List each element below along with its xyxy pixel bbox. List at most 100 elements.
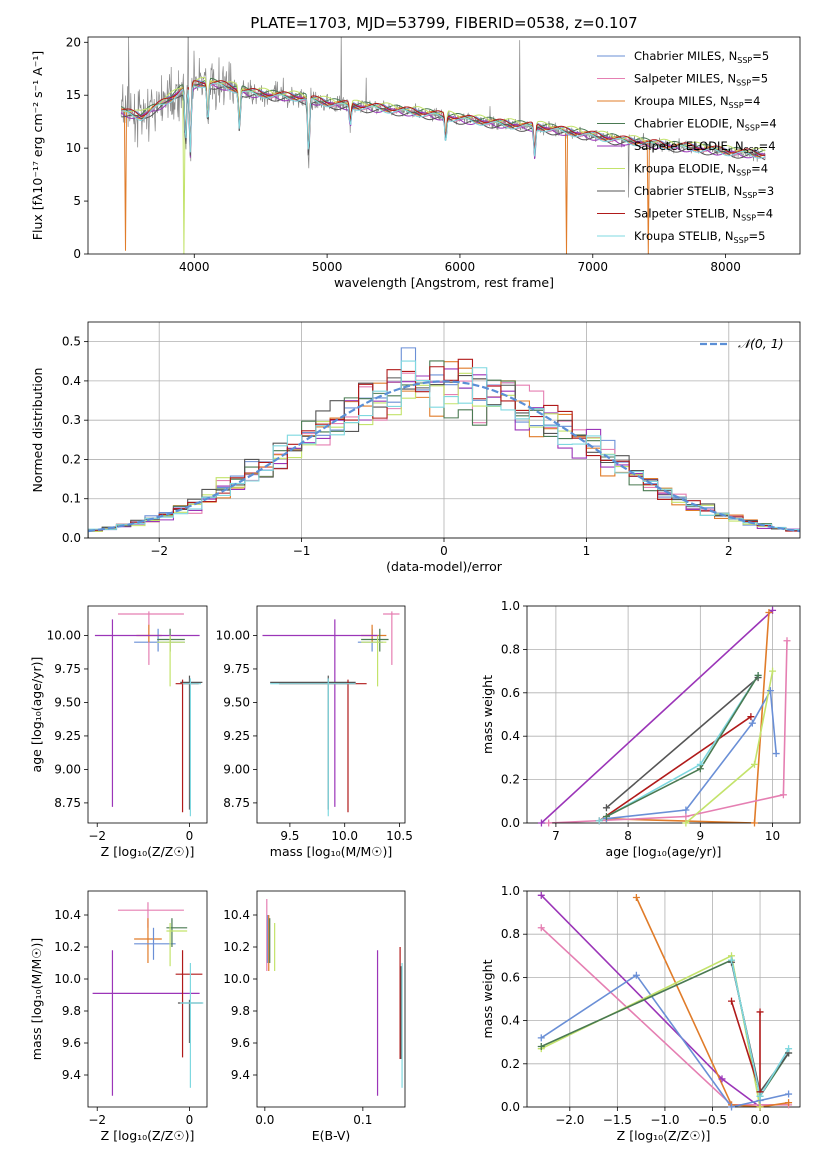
x-tick-label: 8000 [710, 260, 741, 274]
weight-marker [785, 1099, 793, 1107]
panel-age-vs-mass: 9.5 10.0 10.5 8.75 9.00 9.25 9.50 9.75 10.00 mass… [216, 605, 413, 859]
y-tick-label: 0.4 [501, 729, 520, 743]
legend-text: Salpeter ELODIE, N [634, 139, 744, 153]
y-tick-label: 0.0 [62, 531, 81, 545]
y-tick-label: 0.6 [501, 686, 520, 700]
legend-text: Salpeter MILES, N [634, 72, 736, 86]
weight-marker [785, 1045, 793, 1053]
y-tick-label: 1.0 [501, 599, 520, 613]
weight-marker [769, 667, 777, 675]
legend-count: =5 [752, 49, 769, 63]
plot-area [262, 611, 400, 817]
legend-subscript: SSP [745, 124, 760, 133]
y-tick-label: 0.4 [62, 374, 81, 388]
y-tick-label: 9.00 [54, 762, 81, 776]
y-axis-label: Normed distribution [30, 368, 45, 493]
legend-entry: Kroupa ELODIE, NSSP=4 [634, 162, 768, 178]
y-tick-label: 10.0 [54, 972, 81, 986]
x-tick-label: 0.0 [751, 1113, 770, 1127]
x-axis-label: E(B-V) [312, 1128, 351, 1143]
legend-subscript: SSP [729, 101, 744, 110]
x-tick-label: −2.0 [555, 1113, 584, 1127]
x-axis-label: Z [log₁₀(Z/Z☉)] [101, 1128, 195, 1143]
x-axis-label: mass [log₁₀(M/M☉)] [270, 844, 392, 859]
x-tick-label: 5000 [312, 260, 343, 274]
weight-line [606, 612, 770, 823]
y-axis-label: mass [log₁₀(M/M☉)] [29, 938, 44, 1060]
weight-marker [766, 687, 774, 695]
x-tick-label: −1.5 [603, 1113, 632, 1127]
weight-marker [754, 671, 762, 679]
weight-marker [682, 812, 690, 820]
model-spectrum-line [121, 84, 766, 161]
y-tick-label: 1.0 [501, 884, 520, 898]
legend-entry: Chabrier STELIB, NSSP=3 [634, 184, 774, 200]
legend-subscript: SSP [734, 236, 749, 245]
x-tick-label: 1 [583, 544, 591, 558]
axes-frame [526, 890, 801, 1108]
y-tick-label: 0 [73, 247, 81, 261]
model-spectrum-line [121, 82, 766, 159]
weight-marker [682, 819, 690, 827]
weight-line [606, 687, 777, 820]
weight-marker [785, 1090, 793, 1098]
y-tick-label: 0.2 [501, 773, 520, 787]
y-tick-label: 15 [66, 88, 81, 102]
y-tick-label: 9.8 [62, 1004, 81, 1018]
legend-entry: Salpeter ELODIE, NSSP=4 [634, 139, 776, 155]
y-tick-label: 9.6 [231, 1036, 250, 1050]
legend-subscript: SSP [744, 146, 759, 155]
y-tick-label: 20 [66, 35, 81, 49]
legend-count: =4 [760, 117, 777, 131]
legend-subscript: SSP [736, 169, 751, 178]
legend-text: Salpeter STELIB, N [634, 207, 741, 221]
y-tick-label: 0.6 [501, 970, 520, 984]
weight-marker [537, 819, 545, 827]
weight-marker [682, 806, 690, 814]
y-tick-label: 9.50 [223, 695, 250, 709]
y-axis-label: mass weight [480, 675, 495, 754]
plot-area [120, 37, 766, 254]
y-tick-label: 10.2 [54, 940, 81, 954]
weight-line [605, 676, 759, 809]
weight-marker [537, 891, 545, 899]
legend-count: =3 [757, 184, 774, 198]
legend-entry: Kroupa STELIB, NSSP=5 [634, 229, 765, 245]
plot-area [88, 347, 800, 538]
y-tick-label: 9.6 [62, 1036, 81, 1050]
y-tick-label: 0.0 [501, 1100, 520, 1114]
weight-marker [783, 637, 791, 645]
weight-marker [595, 817, 603, 825]
legend-subscript: SSP [741, 214, 756, 223]
x-axis-label: Z [log₁₀(Z/Z☉)] [101, 844, 195, 859]
legend-count: =5 [751, 72, 768, 86]
x-tick-label: 10.0 [331, 829, 358, 843]
y-tick-label: 0.8 [501, 642, 520, 656]
weight-line [635, 897, 789, 1107]
x-axis-label: (data-model)/error [386, 559, 503, 574]
axes-frame [256, 890, 406, 1108]
y-tick-label: 9.50 [54, 695, 81, 709]
legend-entry: Salpeter STELIB, NSSP=4 [634, 207, 773, 223]
y-tick-label: 0.1 [62, 492, 81, 506]
panel-weight-vs-Z: −2.0 −1.5 −1.0 −0.5 0.0 0.0 0.2 0.4 0.6 0.8 1.0 Z [… [480, 884, 801, 1143]
weight-marker [696, 765, 704, 773]
x-axis-label: age [log₁₀(age/yr)] [606, 844, 722, 859]
legend-entry: Salpeter MILES, NSSP=5 [634, 72, 768, 88]
legend-entry: Chabrier MILES, NSSP=5 [634, 49, 769, 65]
weight-marker [779, 791, 787, 799]
plot-area [266, 899, 403, 1096]
grid [527, 605, 800, 824]
weight-marker [718, 1075, 726, 1083]
plot-area [92, 902, 204, 1096]
y-tick-label: 0.2 [62, 452, 81, 466]
legend-count: =4 [759, 139, 776, 153]
x-tick-label: −2 [88, 1113, 106, 1127]
weight-marker [728, 956, 736, 964]
x-tick-label: 10.5 [386, 829, 413, 843]
y-tick-label: 8.75 [223, 796, 250, 810]
model-spectrum-line [121, 80, 766, 156]
weight-marker [756, 1092, 764, 1100]
